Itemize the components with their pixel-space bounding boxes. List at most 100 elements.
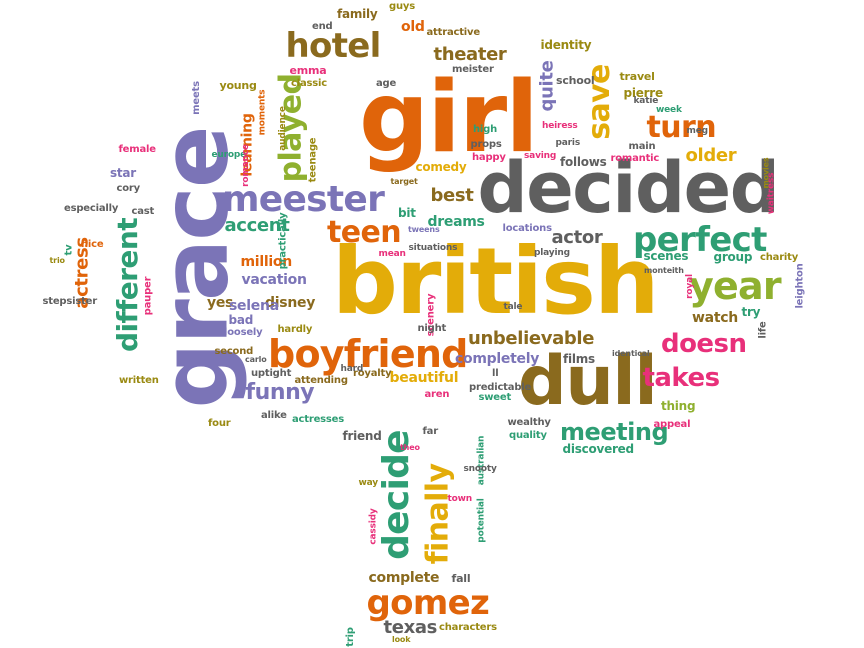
cloud-word-watch: watch xyxy=(692,310,738,326)
cloud-word-life: life xyxy=(757,321,769,339)
cloud-word-saving: saving xyxy=(524,150,557,161)
cloud-word-appeal: appeal xyxy=(653,419,691,430)
cloud-word-carlo: carlo xyxy=(245,355,267,364)
cloud-word-royal: royal xyxy=(684,273,695,299)
cloud-word-different: different xyxy=(111,217,145,353)
cloud-word-trip: trip xyxy=(344,627,356,647)
cloud-word-especially: especially xyxy=(64,203,119,214)
cloud-word-romance: romance xyxy=(240,143,251,187)
cloud-word-attending: attending xyxy=(294,375,348,386)
cloud-word-completely: completely xyxy=(455,351,540,367)
cloud-word-actresses: actresses xyxy=(292,414,345,425)
cloud-word-friend: friend xyxy=(342,429,382,443)
cloud-word-vacation: vacation xyxy=(241,272,307,288)
cloud-word-identical: identical xyxy=(612,349,650,358)
cloud-word-british: british xyxy=(332,228,659,335)
cloud-word-characters: characters xyxy=(439,622,497,633)
cloud-word-school: school xyxy=(556,73,595,87)
cloud-word-theo: theo xyxy=(400,443,420,452)
cloud-word-follows: follows xyxy=(560,155,607,169)
cloud-word-locations: locations xyxy=(502,223,553,234)
cloud-word-predictable: predictable xyxy=(469,382,532,393)
cloud-word-fall: fall xyxy=(451,571,471,585)
cloud-word-end: end xyxy=(312,21,333,32)
cloud-word-meister: meister xyxy=(452,64,494,75)
cloud-word-target: target xyxy=(390,177,418,186)
cloud-word-nice: nice xyxy=(81,239,104,250)
cloud-word-royalty: royalty xyxy=(353,368,392,379)
cloud-word-written: written xyxy=(119,375,159,386)
cloud-word-paris: paris xyxy=(555,137,581,148)
cloud-word-texas: texas xyxy=(383,617,438,638)
cloud-word-wealthy: wealthy xyxy=(507,417,551,428)
cloud-word-attractive: attractive xyxy=(426,27,481,38)
cloud-word-takes: takes xyxy=(642,363,721,393)
cloud-word-scenes: scenes xyxy=(643,249,689,263)
cloud-word-girl: girl xyxy=(359,61,539,175)
cloud-word-romantic: romantic xyxy=(610,153,660,164)
cloud-word-town: town xyxy=(447,493,473,504)
cloud-word-dull: dull xyxy=(518,342,658,421)
cloud-word-old: old xyxy=(401,19,425,35)
cloud-word-look: look xyxy=(392,635,411,644)
cloud-word-trio: trio xyxy=(49,256,66,265)
cloud-word-aren: aren xyxy=(424,389,450,400)
cloud-word-ll: ll xyxy=(492,368,499,379)
cloud-word-cassidy: cassidy xyxy=(368,507,379,545)
cloud-word-far: far xyxy=(422,426,439,437)
cloud-word-identity: identity xyxy=(540,38,592,52)
cloud-word-family: family xyxy=(337,7,378,21)
cloud-word-group: group xyxy=(713,250,753,264)
cloud-word-way: way xyxy=(358,477,379,488)
cloud-word-female: female xyxy=(118,144,157,155)
cloud-word-bad: bad xyxy=(228,313,254,327)
cloud-word-stepsister: stepsister xyxy=(42,296,98,307)
cloud-word-discovered: discovered xyxy=(562,442,635,456)
cloud-word-perfect: perfect xyxy=(633,220,767,260)
cloud-word-classic: classic xyxy=(291,78,327,89)
cloud-word-theater: theater xyxy=(433,44,507,65)
cloud-word-australian: australian xyxy=(476,435,487,485)
cloud-word-comedy: comedy xyxy=(415,160,467,174)
cloud-word-situations: situations xyxy=(408,242,458,253)
cloud-word-tv: tv xyxy=(62,244,74,256)
cloud-word-moments: moments xyxy=(257,89,268,135)
cloud-word-disney: disney xyxy=(265,295,316,311)
cloud-word-doesn: doesn xyxy=(661,329,747,359)
cloud-word-star: star xyxy=(110,166,136,180)
cloud-word-pauper: pauper xyxy=(141,276,153,316)
cloud-word-hotel: hotel xyxy=(285,26,382,66)
cloud-word-older: older xyxy=(685,145,737,166)
cloud-word-quality: quality xyxy=(509,430,547,441)
cloud-word-mean: mean xyxy=(378,248,406,259)
cloud-word-meester: meester xyxy=(222,179,385,220)
cloud-word-sweet: sweet xyxy=(478,392,512,403)
cloud-word-cast: cast xyxy=(131,206,155,217)
cloud-word-audience: audience xyxy=(277,105,288,151)
cloud-word-potential: potential xyxy=(476,497,487,543)
cloud-word-hardly: hardly xyxy=(277,324,313,335)
cloud-word-uptight: uptight xyxy=(251,368,292,379)
cloud-word-beautiful: beautiful xyxy=(389,370,459,386)
cloud-word-loosely: loosely xyxy=(224,327,263,338)
cloud-word-finally: finally xyxy=(419,463,455,565)
cloud-word-movies: movies xyxy=(761,157,771,189)
cloud-word-main: main xyxy=(628,141,656,152)
cloud-word-playing: playing xyxy=(534,247,570,258)
cloud-word-four: four xyxy=(208,418,231,429)
cloud-word-week: week xyxy=(656,104,682,115)
cloud-word-million: million xyxy=(240,254,293,270)
cloud-word-year: year xyxy=(689,264,782,308)
cloud-word-alike: alike xyxy=(261,410,287,421)
cloud-word-unbelievable: unbelievable xyxy=(468,328,595,349)
cloud-word-yes: yes xyxy=(207,295,234,311)
cloud-word-cory: cory xyxy=(116,183,141,194)
cloud-word-katie: katie xyxy=(633,95,659,106)
cloud-word-actor: actor xyxy=(551,227,603,248)
cloud-word-happy: happy xyxy=(472,152,506,163)
cloud-word-travel: travel xyxy=(619,69,655,83)
cloud-word-meets: meets xyxy=(190,81,202,115)
cloud-word-europe: europe xyxy=(211,149,247,160)
cloud-word-dreams: dreams xyxy=(427,214,485,230)
